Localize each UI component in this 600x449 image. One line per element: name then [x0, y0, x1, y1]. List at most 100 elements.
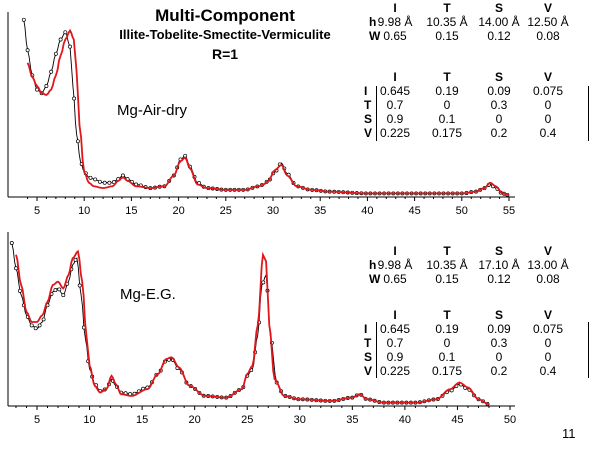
table-row-label: S [364, 350, 373, 364]
table-header-cell: I [393, 308, 397, 322]
x-tick-label: 45 [451, 414, 463, 426]
table-header-cell: S [494, 244, 503, 258]
table-cell: 17.10 Å [478, 258, 520, 272]
observed-data-point [9, 241, 14, 245]
observed-data-point [61, 293, 66, 298]
table-header-cell: V [543, 244, 552, 258]
observed-data-point [53, 51, 58, 56]
table-cell: 0.2 [490, 364, 508, 378]
observed-data-point [49, 69, 54, 74]
observed-data-point [44, 84, 49, 88]
x-tick-label: 10 [83, 414, 95, 426]
table-cell: 0.65 [383, 29, 407, 43]
table-row-label: V [364, 364, 373, 378]
table-header-cell: S [494, 1, 503, 15]
observed-data-point [25, 48, 30, 53]
table-cell: 0 [544, 98, 552, 112]
observed-data-point [21, 17, 26, 22]
table-cell: 0 [544, 350, 552, 364]
table-header-cell: V [543, 1, 552, 15]
table-cell: 0.09 [487, 84, 511, 98]
observed-data-point [102, 180, 107, 185]
table-cell: 0.075 [532, 84, 564, 98]
observed-data-point [14, 266, 18, 271]
table-cell: 0.08 [536, 272, 560, 286]
x-tick-label: 50 [504, 414, 516, 426]
table-header-cell: T [443, 70, 451, 84]
x-tick-label: 20 [189, 414, 201, 426]
observed-data-point [58, 37, 63, 42]
table-divider-line [588, 322, 589, 378]
x-tick-label: 40 [361, 205, 373, 217]
lower-panel-plot: 5 10 15 20 25 30 35 40 45 50 [7, 232, 516, 426]
x-tick-label: 40 [399, 414, 411, 426]
observed-data-point [261, 280, 266, 285]
table-cell: 10.35 Å [426, 15, 468, 29]
table-cell: 0.4 [539, 126, 557, 140]
upper-panel-plot: 5 10 15 20 25 30 35 40 45 50 55 [7, 12, 515, 217]
table-cell: 13.00 Å [527, 258, 569, 272]
observed-data-point [72, 96, 77, 101]
table-header-cell: I [393, 244, 397, 258]
table-row-label: I [364, 84, 368, 98]
table-divider-line [376, 86, 377, 141]
table-header-cell: S [494, 308, 503, 322]
table-divider-line [376, 322, 377, 378]
x-tick-label: 50 [456, 205, 468, 217]
table-cell: 0 [544, 112, 552, 126]
table-header-cell: T [443, 244, 451, 258]
x-tick-label: 10 [78, 205, 90, 217]
table-cell: 9.98 Å [377, 258, 413, 272]
table-cell: 10.35 Å [426, 258, 468, 272]
table-cell: 0.4 [539, 364, 557, 378]
x-tick-label: 25 [220, 205, 232, 217]
table-cell: 0.175 [431, 364, 463, 378]
observed-data-point [107, 180, 112, 185]
table-cell: 12.50 Å [527, 15, 569, 29]
observed-data-point [68, 44, 72, 49]
x-tick-label: 30 [267, 205, 279, 217]
table-cell: 9.98 Å [377, 15, 413, 29]
table-row-label: T [364, 98, 372, 112]
table-cell: 0.19 [435, 322, 459, 336]
table-cell: 0.1 [438, 350, 456, 364]
table-cell: 0 [495, 112, 503, 126]
table-header-cell: S [494, 70, 503, 84]
upper-sample-label: Mg-Air-dry [117, 102, 187, 119]
table-row-label: V [364, 126, 373, 140]
x-tick-label: 55 [503, 205, 515, 217]
table-header-cell: I [393, 1, 397, 15]
observed-data-point [57, 287, 62, 292]
x-tick-label: 45 [408, 205, 420, 217]
table-cell: 0.12 [487, 29, 511, 43]
observed-data-point [29, 323, 34, 328]
observed-data-point [88, 175, 93, 180]
table-cell: 0.3 [490, 98, 508, 112]
table-cell: 0.9 [386, 112, 404, 126]
table-cell: 0.225 [379, 364, 411, 378]
observed-data-point [97, 179, 102, 184]
table-cell: 0.3 [490, 336, 508, 350]
x-tick-label: 30 [294, 414, 306, 426]
table-cell: 0.09 [487, 322, 511, 336]
observed-data-point [41, 317, 46, 322]
table-cell: 0 [443, 98, 451, 112]
x-tick-label: 15 [125, 205, 137, 217]
table-cell: 0 [544, 336, 552, 350]
x-tick-label: 35 [314, 205, 326, 217]
table-row-label: h [369, 258, 377, 272]
x-tick-label: 20 [172, 205, 184, 217]
table-cell: 14.00 Å [478, 15, 520, 29]
table-row-label: h [369, 15, 377, 29]
table-row-label: S [364, 112, 373, 126]
table-cell: 0.645 [379, 322, 411, 336]
table-cell: 0.7 [386, 336, 404, 350]
chart-title-line1: Multi-Component [155, 6, 295, 25]
x-tick-label: 25 [241, 414, 253, 426]
table-cell: 0.15 [435, 272, 459, 286]
x-tick-label: 15 [136, 414, 148, 426]
observed-data-point [73, 257, 78, 262]
table-cell: 0.7 [386, 98, 404, 112]
table-cell: 0.15 [435, 29, 459, 43]
